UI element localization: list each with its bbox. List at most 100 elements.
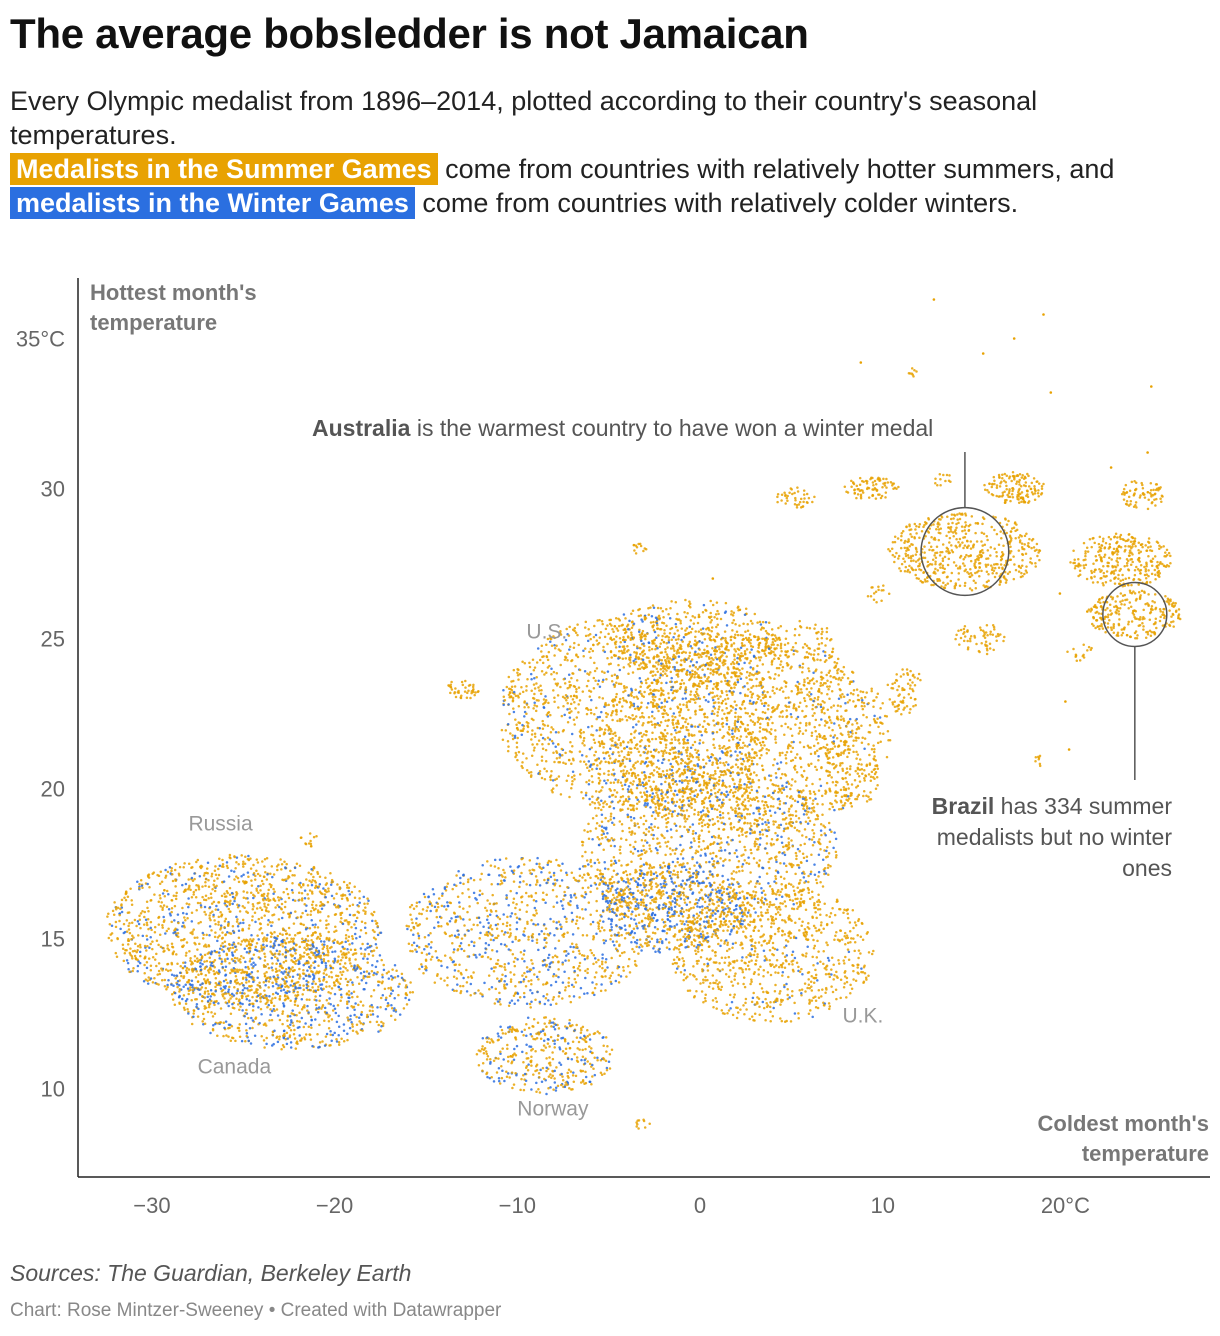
winter-medalist-point [241,1002,244,1006]
summer-medalist-point [553,677,556,681]
summer-medalist-point [355,916,359,920]
summer-medalist-point [720,701,724,705]
winter-medalist-point [710,712,714,715]
summer-medalist-point [202,977,206,981]
summer-medalist-point [479,992,482,995]
summer-medalist-point [158,882,162,885]
summer-medalist-point [309,944,312,947]
summer-medalist-point [734,711,737,715]
summer-medalist-point [299,922,302,926]
summer-medalist-point [512,901,515,904]
summer-medalist-point [664,746,668,749]
summer-medalist-point [469,975,473,978]
summer-medalist-point [321,1040,324,1043]
summer-medalist-point [122,959,126,963]
summer-medalist-point [758,749,761,753]
summer-medalist-point [182,865,185,869]
winter-medalist-point [486,1075,489,1079]
summer-medalist-point [308,1033,311,1036]
summer-medalist-point [657,767,661,770]
summer-medalist-point [283,995,287,998]
summer-medalist-point [375,921,379,925]
summer-medalist-point [658,697,661,701]
summer-medalist-point [259,1007,263,1011]
winter-medalist-point [239,921,242,925]
summer-medalist-point [595,909,599,913]
summer-medalist-point [150,928,153,932]
winter-medalist-point [531,991,534,995]
winter-medalist-point [222,979,226,983]
summer-medalist-point [522,1074,525,1077]
summer-medalist-point [568,1087,571,1090]
winter-medalist-point [551,779,555,782]
summer-medalist-point [608,882,612,885]
winter-medalist-point [190,876,194,880]
summer-medalist-point [570,920,574,923]
summer-medalist-point [287,896,291,900]
summer-medalist-point [316,911,320,914]
summer-medalist-point [509,889,512,893]
summer-medalist-point [530,1055,533,1058]
summer-medalist-point [568,645,572,648]
summer-medalist-point [555,1066,558,1069]
summer-medalist-point [727,682,730,686]
winter-medalist-point [583,957,587,961]
winter-medalist-point [304,909,308,913]
summer-medalist-point [235,997,238,1001]
summer-medalist-point [242,896,246,899]
summer-medalist-point [393,976,397,979]
summer-medalist-point [547,859,551,863]
summer-medalist-point [123,896,126,899]
winter-medalist-point [561,862,564,866]
winter-medalist-point [127,967,130,971]
summer-medalist-point [340,916,343,920]
winter-medalist-point [358,901,361,904]
summer-medalist-point [233,878,236,881]
winter-medalist-point [446,966,449,969]
winter-medalist-point [236,925,240,928]
summer-medalist-point [345,993,349,996]
winter-medalist-point [519,980,523,984]
summer-medalist-point [351,953,355,956]
summer-medalist-point [459,917,463,920]
summer-medalist-point [157,915,161,919]
summer-medalist-point [545,769,549,773]
summer-medalist-point [599,1071,603,1074]
winter-medalist-point [555,879,559,882]
summer-medalist-point [502,868,505,872]
winter-medalist-point [316,1011,320,1014]
summer-medalist-point [607,769,610,773]
summer-medalist-point [543,777,547,781]
summer-medalist-point [585,684,589,688]
summer-medalist-point [147,927,150,931]
winter-medalist-point [548,965,551,968]
summer-medalist-point [322,960,326,963]
summer-medalist-point [574,981,578,984]
summer-medalist-point [129,947,132,950]
winter-medalist-point [540,870,543,874]
summer-medalist-point [328,985,331,988]
summer-medalist-point [458,963,461,966]
summer-medalist-point [265,1036,268,1040]
summer-medalist-point [316,1033,319,1036]
summer-medalist-point [203,1022,207,1025]
winter-medalist-point [549,917,552,921]
summer-medalist-point [519,1088,522,1092]
summer-medalist-point [279,896,282,900]
summer-medalist-point [581,797,585,800]
winter-medalist-point [571,770,575,774]
summer-medalist-point [233,960,237,963]
summer-medalist-point [158,894,162,897]
summer-medalist-point [571,757,575,760]
summer-medalist-point [352,914,355,917]
summer-medalist-point [219,944,223,947]
winter-medalist-point [199,983,202,987]
summer-medalist-point [214,976,218,980]
summer-medalist-point [247,1016,250,1020]
summer-medalist-point [486,860,489,863]
summer-medalist-point [588,1033,591,1036]
winter-medalist-point [529,989,532,992]
summer-medalist-point [569,702,573,706]
winter-medalist-point [558,1061,561,1064]
